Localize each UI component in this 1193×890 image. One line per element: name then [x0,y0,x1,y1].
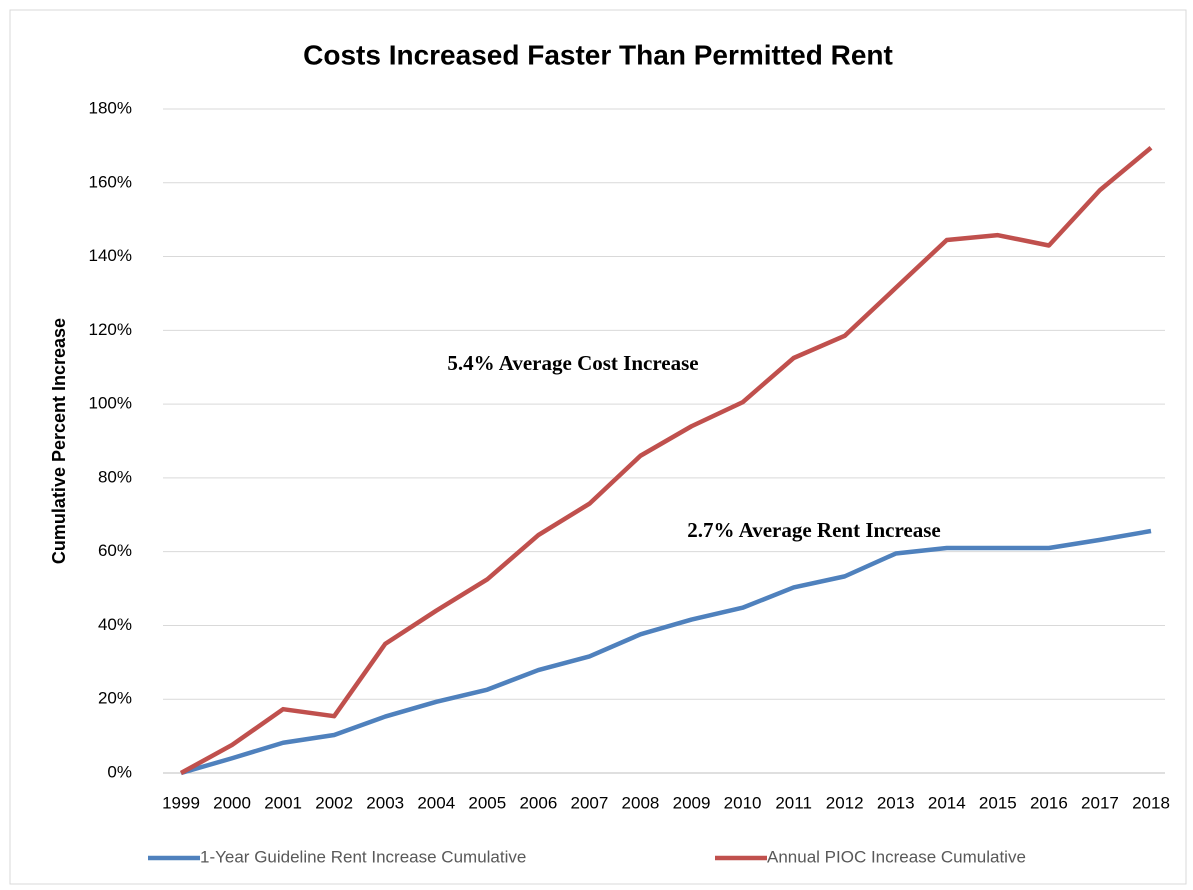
y-tick-label: 60% [98,541,132,560]
x-tick-label: 2003 [366,793,404,812]
x-tick-label: 2000 [213,793,251,812]
x-tick-label: 2006 [519,793,557,812]
annotation: 5.4% Average Cost Increase [447,351,698,375]
x-tick-label: 2010 [724,793,762,812]
chart-border [9,9,1187,885]
x-tick-label: 2011 [775,793,812,812]
y-tick-label: 20% [98,689,132,708]
legend-label: 1-Year Guideline Rent Increase Cumulativ… [200,847,526,866]
x-tick-label: 2015 [979,793,1017,812]
x-tick-label: 1999 [162,793,200,812]
x-tick-label: 2017 [1081,793,1119,812]
data-line [179,146,1153,775]
x-tick-label: 2002 [315,793,353,812]
legend-label: Annual PIOC Increase Cumulative [767,847,1026,866]
x-tick-label: 2016 [1030,793,1068,812]
y-tick-label: 80% [98,467,132,486]
y-tick-label: 0% [107,762,132,781]
chart-title: Costs Increased Faster Than Permitted Re… [303,39,893,70]
y-tick-label: 100% [89,394,132,413]
x-tick-label: 2007 [571,793,609,812]
annotation: 2.7% Average Rent Increase [687,518,941,542]
x-tick-label: 2005 [468,793,506,812]
x-tick-label: 2014 [928,793,966,812]
y-tick-label: 40% [98,615,132,634]
x-tick-label: 2001 [264,793,302,812]
y-tick-label: 180% [89,98,132,117]
x-tick-label: 2012 [826,793,864,812]
y-axis-title: Cumulative Percent Increase [49,318,69,564]
x-tick-label: 2008 [622,793,660,812]
y-tick-label: 160% [89,172,132,191]
x-tick-label: 2018 [1132,793,1170,812]
x-tick-label: 2013 [877,793,915,812]
y-tick-label: 140% [89,246,132,265]
y-tick-label: 120% [89,320,132,339]
x-tick-label: 2004 [417,793,455,812]
x-tick-label: 2009 [673,793,711,812]
data-line [180,528,1152,776]
